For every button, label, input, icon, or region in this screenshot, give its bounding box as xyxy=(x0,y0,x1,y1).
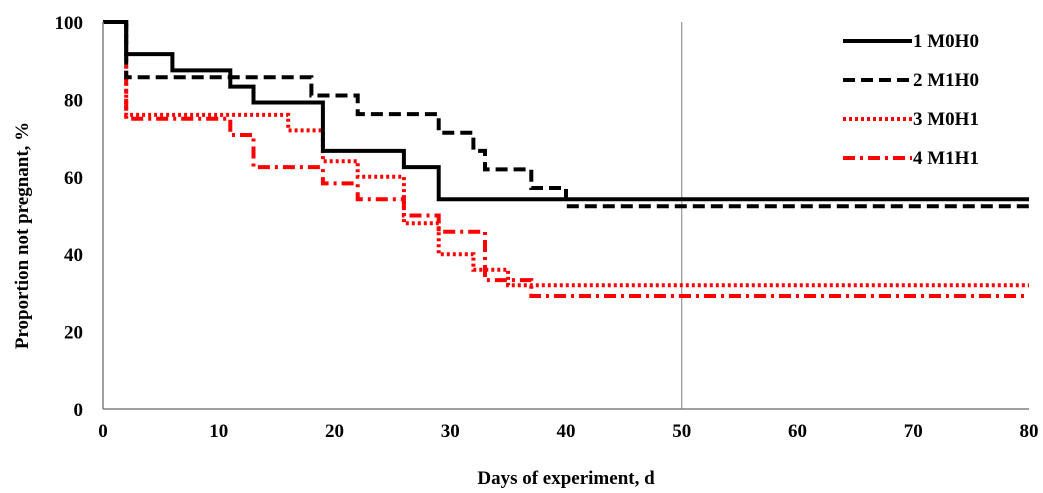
axes xyxy=(102,22,1029,410)
y-tick-label: 20 xyxy=(64,323,83,344)
legend-label: 4 M1H1 xyxy=(913,148,979,169)
x-axis-title: Days of experiment, d xyxy=(477,468,655,489)
x-tick-label: 40 xyxy=(557,421,576,442)
series-line-3-m0h1 xyxy=(103,20,1029,288)
x-tick-label: 10 xyxy=(209,421,228,442)
x-tick-label: 60 xyxy=(788,421,807,442)
legend-label: 2 M1H0 xyxy=(913,70,979,91)
x-tick-label: 70 xyxy=(904,421,923,442)
x-tick-label: 50 xyxy=(672,421,691,442)
y-tick-label: 60 xyxy=(64,168,83,189)
legend: 1 M0H0 2 M1H0 3 M0H1 4 M1H1 xyxy=(843,31,979,169)
y-tick-label: 40 xyxy=(64,245,83,266)
x-tick-label: 30 xyxy=(441,421,460,442)
y-tick-label: 80 xyxy=(64,90,83,111)
legend-label: 3 M0H1 xyxy=(913,109,979,130)
series-line-4-m1h1 xyxy=(103,20,1029,298)
series-line-1-m0h0 xyxy=(103,20,1029,202)
y-tick-label: 0 xyxy=(74,400,84,421)
series-line-2-m1h0 xyxy=(103,20,1029,209)
series-layer xyxy=(103,20,1029,298)
y-axis-title: Proportion not pregnant, % xyxy=(12,122,33,349)
x-tick-label: 80 xyxy=(1020,421,1039,442)
tick-labels: 0 10 20 30 40 50 60 70 80 0 20 40 60 80 100 xyxy=(55,13,1039,442)
x-tick-label: 20 xyxy=(325,421,344,442)
x-tick-label: 0 xyxy=(98,421,108,442)
legend-label: 1 M0H0 xyxy=(913,31,979,52)
y-tick-label: 100 xyxy=(55,13,84,34)
